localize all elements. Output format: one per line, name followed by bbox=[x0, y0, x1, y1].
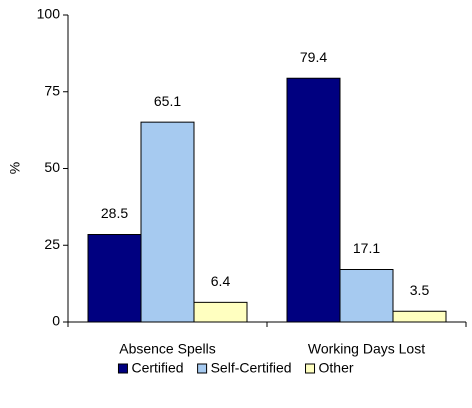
legend-swatch bbox=[197, 363, 208, 374]
y-tick-label: 50 bbox=[44, 159, 60, 175]
y-tick-label: 75 bbox=[44, 82, 60, 98]
legend-swatch bbox=[305, 363, 316, 374]
bar bbox=[339, 269, 394, 323]
bar bbox=[392, 310, 447, 323]
y-tick-label: 0 bbox=[52, 313, 60, 329]
bar bbox=[193, 301, 248, 323]
value-label: 6.4 bbox=[211, 273, 231, 289]
legend-label: Other bbox=[319, 360, 354, 376]
y-tick-label: 25 bbox=[44, 236, 60, 252]
bar bbox=[286, 77, 341, 323]
value-label: 79.4 bbox=[300, 49, 327, 65]
x-tick-label: Working Days Lost bbox=[308, 341, 425, 357]
value-label: 65.1 bbox=[154, 93, 181, 109]
value-label: 3.5 bbox=[410, 282, 430, 298]
bar bbox=[87, 234, 142, 323]
x-tick-label: Absence Spells bbox=[119, 341, 216, 357]
y-tick-label: 100 bbox=[37, 6, 61, 22]
y-axis-label: % bbox=[7, 162, 23, 174]
legend-label: Certified bbox=[131, 360, 183, 376]
value-label: 17.1 bbox=[353, 240, 380, 256]
legend-swatch bbox=[117, 363, 128, 374]
value-label: 28.5 bbox=[101, 205, 128, 221]
legend-label: Self-Certified bbox=[211, 360, 292, 376]
bar bbox=[140, 121, 195, 323]
